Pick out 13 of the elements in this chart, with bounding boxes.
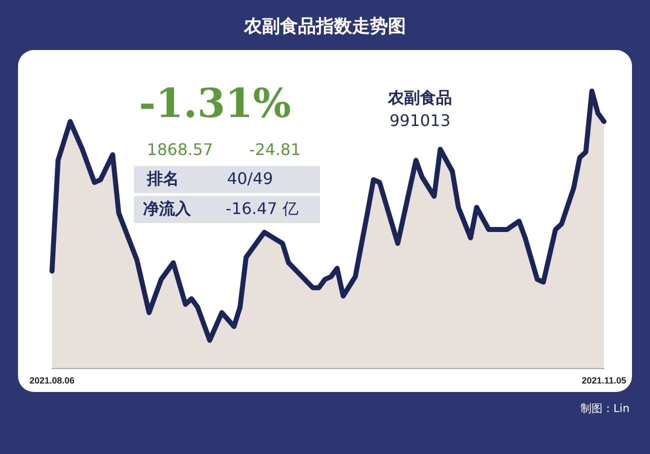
annotation: 农副食品 xyxy=(388,88,452,109)
chart-title: 农副食品指数走势图 xyxy=(243,16,406,36)
annotation: 40/49 xyxy=(226,169,274,188)
annotation: 排名 xyxy=(147,169,179,190)
annotation: 净流入 xyxy=(143,199,191,220)
annotation: -16.47 亿 xyxy=(226,199,298,220)
annotation: 1868.57 xyxy=(146,140,214,159)
x-tick-label: 2021.11.05 xyxy=(582,376,626,386)
annotation: -24.81 xyxy=(249,140,301,159)
x-tick-label: 2021.08.06 xyxy=(29,376,75,386)
annotation: -1.31% xyxy=(138,80,292,127)
text: 制图：Lin xyxy=(580,401,630,416)
annotation: 991013 xyxy=(389,111,451,130)
